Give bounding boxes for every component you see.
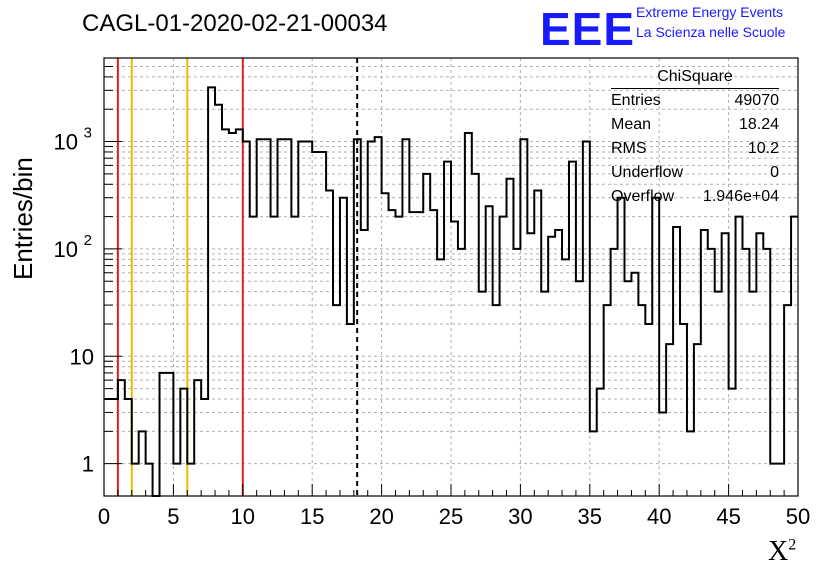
y-tick-label: 10 xyxy=(54,130,78,155)
stats-label: Overflow xyxy=(611,188,675,205)
marker-lines xyxy=(116,58,359,496)
stats-label: RMS xyxy=(611,140,647,157)
stats-row-entries: Entries 49070 xyxy=(611,89,779,113)
stats-value: 49070 xyxy=(734,92,780,109)
x-tick-label: 0 xyxy=(98,504,110,529)
y-axis-label: Entries/bin xyxy=(8,157,38,280)
logo-line-2: La Scienza nelle Scuole xyxy=(636,24,786,40)
x-tick-label: 50 xyxy=(786,504,810,529)
stats-row-mean: Mean 18.24 xyxy=(611,113,779,137)
y-tick-label: 10 xyxy=(70,344,94,369)
x-tick-label: 45 xyxy=(716,504,740,529)
eee-logo: EEE xyxy=(540,3,636,55)
x-tick-label: 25 xyxy=(439,504,463,529)
stats-value: 0 xyxy=(770,164,779,181)
stats-value: 18.24 xyxy=(738,116,779,133)
histogram-line xyxy=(104,86,798,497)
axis-tick-labels: 0 5 10 15 20 25 30 35 40 45 50 1 10 10 2 10 3 xyxy=(54,125,811,529)
stats-label: Underflow xyxy=(611,164,684,181)
x-tick-label: 10 xyxy=(231,504,255,529)
histogram-series xyxy=(104,86,798,497)
x-tick-label: 5 xyxy=(167,504,179,529)
x-tick-label: 15 xyxy=(300,504,324,529)
y-tick-label: 10 xyxy=(54,237,78,262)
y-tick-exponent: 3 xyxy=(84,125,92,142)
stats-row-underflow: Underflow 0 xyxy=(611,161,779,185)
stats-value: 10.2 xyxy=(747,140,779,157)
stats-label: Entries xyxy=(611,92,661,109)
stats-row-overflow: Overflow 1.946e+04 xyxy=(611,185,779,209)
x-tick-label: 35 xyxy=(578,504,602,529)
y-tick-label: 1 xyxy=(82,452,94,477)
x-tick-label: 40 xyxy=(647,504,671,529)
stats-title: ChiSquare xyxy=(611,68,779,89)
stats-label: Mean xyxy=(611,116,652,133)
x-tick-label: 30 xyxy=(508,504,532,529)
stats-row-rms: RMS 10.2 xyxy=(611,137,779,161)
logo-line-1: Extreme Energy Events xyxy=(636,4,784,20)
x-axis-label: X2 xyxy=(768,536,797,567)
chart-title: CAGL-01-2020-02-21-00034 xyxy=(82,10,388,37)
x-tick-label: 20 xyxy=(369,504,393,529)
axis-ticks xyxy=(103,57,799,496)
y-tick-exponent: 2 xyxy=(84,232,92,249)
stats-value: 1.946e+04 xyxy=(702,188,779,205)
stats-box: ChiSquare Entries 49070 Mean 18.24 RMS 1… xyxy=(611,68,779,209)
